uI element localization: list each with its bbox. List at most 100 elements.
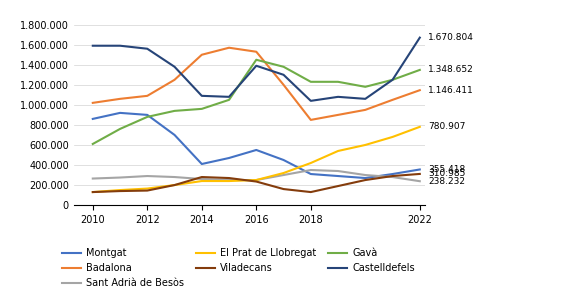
Badalona xyxy=(90,101,96,105)
Montgat xyxy=(171,133,178,137)
Castelldefels xyxy=(362,97,369,100)
Viladecans xyxy=(362,178,369,182)
Sant Adrià de Besòs xyxy=(226,178,232,182)
Gavà xyxy=(90,142,96,146)
Legend: Montgat, Badalona, Sant Adrià de Besòs, El Prat de Llobregat, Viladecans, Gavà, : Montgat, Badalona, Sant Adrià de Besòs, … xyxy=(62,248,414,288)
Sant Adrià de Besòs xyxy=(171,175,178,179)
Sant Adrià de Besòs xyxy=(253,178,260,182)
Castelldefels xyxy=(253,64,260,67)
Badalona xyxy=(226,46,232,50)
Viladecans xyxy=(389,174,396,178)
El Prat de Llobregat xyxy=(307,161,314,165)
Line: El Prat de Llobregat: El Prat de Llobregat xyxy=(93,127,420,192)
El Prat de Llobregat xyxy=(362,143,369,147)
Montgat xyxy=(307,172,314,176)
Badalona xyxy=(117,97,124,100)
Montgat xyxy=(335,174,341,178)
Sant Adrià de Besòs xyxy=(280,173,287,177)
Gavà xyxy=(226,98,232,102)
Montgat xyxy=(280,158,287,162)
Castelldefels xyxy=(90,44,96,47)
Castelldefels xyxy=(389,78,396,81)
Gavà xyxy=(280,65,287,69)
Viladecans xyxy=(90,190,96,194)
Line: Viladecans: Viladecans xyxy=(93,174,420,192)
Castelldefels xyxy=(335,95,341,99)
Montgat xyxy=(226,156,232,160)
Montgat xyxy=(90,117,96,121)
Castelldefels xyxy=(307,99,314,103)
Badalona xyxy=(389,98,396,102)
Badalona xyxy=(335,113,341,117)
Castelldefels xyxy=(117,44,124,47)
Viladecans xyxy=(307,190,314,194)
Text: 310.985: 310.985 xyxy=(428,169,466,178)
Sant Adrià de Besòs xyxy=(198,177,205,181)
Sant Adrià de Besòs xyxy=(416,179,423,183)
Badalona xyxy=(144,94,151,98)
El Prat de Llobregat xyxy=(389,135,396,139)
Viladecans xyxy=(198,175,205,179)
Text: 1.348.652: 1.348.652 xyxy=(428,65,474,74)
Sant Adrià de Besòs xyxy=(144,174,151,178)
El Prat de Llobregat xyxy=(226,179,232,183)
Gavà xyxy=(144,115,151,119)
Badalona xyxy=(171,78,178,81)
Text: 238.232: 238.232 xyxy=(428,177,465,186)
Gavà xyxy=(389,78,396,81)
Castelldefels xyxy=(280,73,287,76)
Gavà xyxy=(198,107,205,111)
Badalona xyxy=(416,88,423,92)
Line: Castelldefels: Castelldefels xyxy=(93,38,420,101)
El Prat de Llobregat xyxy=(335,149,341,153)
El Prat de Llobregat xyxy=(416,125,423,129)
Viladecans xyxy=(280,187,287,191)
El Prat de Llobregat xyxy=(90,190,96,194)
Line: Gavà: Gavà xyxy=(93,60,420,144)
Castelldefels xyxy=(171,65,178,69)
Gavà xyxy=(416,68,423,72)
El Prat de Llobregat xyxy=(198,179,205,183)
Line: Badalona: Badalona xyxy=(93,48,420,120)
Gavà xyxy=(335,80,341,84)
Badalona xyxy=(253,50,260,54)
Gavà xyxy=(307,80,314,84)
Badalona xyxy=(362,108,369,112)
Viladecans xyxy=(144,189,151,192)
Line: Montgat: Montgat xyxy=(93,113,420,178)
Text: 355.418: 355.418 xyxy=(428,165,466,174)
Badalona xyxy=(307,118,314,122)
Text: 780.907: 780.907 xyxy=(428,122,466,131)
Badalona xyxy=(280,83,287,86)
Gavà xyxy=(253,58,260,62)
Viladecans xyxy=(416,172,423,176)
Castelldefels xyxy=(226,95,232,99)
Text: 1.670.804: 1.670.804 xyxy=(428,33,474,42)
Sant Adrià de Besòs xyxy=(362,173,369,177)
El Prat de Llobregat xyxy=(144,187,151,190)
El Prat de Llobregat xyxy=(280,171,287,175)
Montgat xyxy=(117,111,124,115)
Montgat xyxy=(389,172,396,176)
Castelldefels xyxy=(416,36,423,39)
Montgat xyxy=(416,168,423,171)
Sant Adrià de Besòs xyxy=(307,168,314,172)
Text: 1.146.411: 1.146.411 xyxy=(428,86,474,95)
Badalona xyxy=(198,53,205,57)
Sant Adrià de Besòs xyxy=(389,175,396,179)
Viladecans xyxy=(226,176,232,180)
Line: Sant Adrià de Besòs: Sant Adrià de Besòs xyxy=(93,170,420,181)
Viladecans xyxy=(117,189,124,193)
Sant Adrià de Besòs xyxy=(335,169,341,173)
Viladecans xyxy=(171,183,178,187)
El Prat de Llobregat xyxy=(253,178,260,182)
El Prat de Llobregat xyxy=(171,183,178,187)
Castelldefels xyxy=(144,47,151,50)
Gavà xyxy=(362,85,369,88)
Montgat xyxy=(198,162,205,166)
Montgat xyxy=(144,113,151,117)
Castelldefels xyxy=(198,94,205,98)
Sant Adrià de Besòs xyxy=(90,177,96,180)
Sant Adrià de Besòs xyxy=(117,176,124,179)
El Prat de Llobregat xyxy=(117,188,124,192)
